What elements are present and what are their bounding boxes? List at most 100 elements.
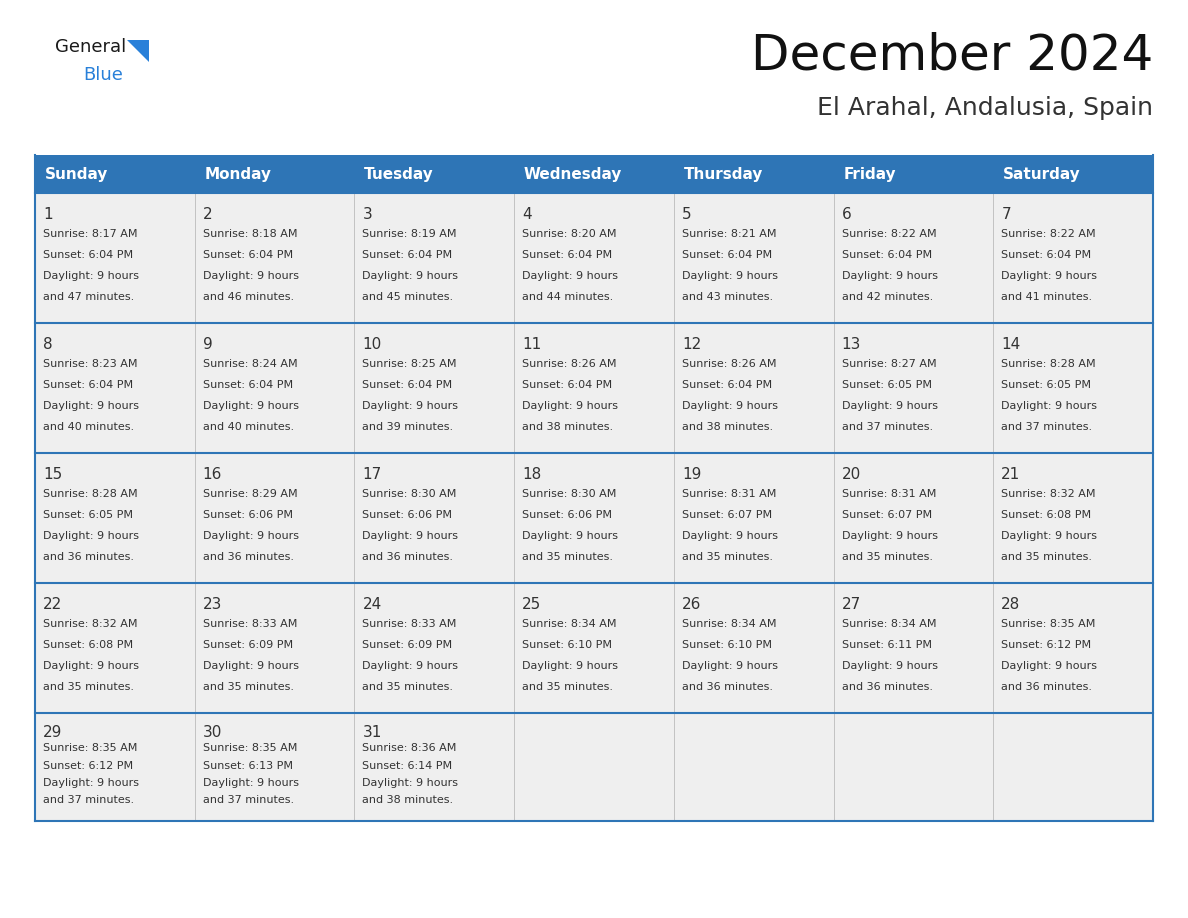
Bar xyxy=(34,155,195,193)
Text: Sunset: 6:13 PM: Sunset: 6:13 PM xyxy=(203,760,292,770)
Text: and 36 minutes.: and 36 minutes. xyxy=(841,682,933,692)
Text: Sunrise: 8:29 AM: Sunrise: 8:29 AM xyxy=(203,489,297,499)
Text: Saturday: Saturday xyxy=(1003,166,1081,182)
Text: and 35 minutes.: and 35 minutes. xyxy=(43,682,134,692)
Text: Sunset: 6:06 PM: Sunset: 6:06 PM xyxy=(362,510,453,521)
Text: 1: 1 xyxy=(43,207,52,222)
Text: 20: 20 xyxy=(841,467,861,482)
Text: Daylight: 9 hours: Daylight: 9 hours xyxy=(682,661,778,671)
Text: El Arahal, Andalusia, Spain: El Arahal, Andalusia, Spain xyxy=(817,96,1154,120)
Bar xyxy=(354,193,514,323)
Text: and 47 minutes.: and 47 minutes. xyxy=(43,292,134,302)
Bar xyxy=(993,713,1154,821)
Text: Sunset: 6:05 PM: Sunset: 6:05 PM xyxy=(841,380,931,390)
Text: Sunrise: 8:35 AM: Sunrise: 8:35 AM xyxy=(43,744,138,754)
Text: Sunset: 6:06 PM: Sunset: 6:06 PM xyxy=(523,510,612,521)
Text: Sunset: 6:11 PM: Sunset: 6:11 PM xyxy=(841,640,931,650)
Bar xyxy=(674,583,834,713)
Text: and 38 minutes.: and 38 minutes. xyxy=(682,421,773,431)
Text: Sunrise: 8:19 AM: Sunrise: 8:19 AM xyxy=(362,230,457,240)
Text: and 38 minutes.: and 38 minutes. xyxy=(523,421,613,431)
Bar xyxy=(514,583,674,713)
Text: 19: 19 xyxy=(682,467,701,482)
Text: Sunrise: 8:25 AM: Sunrise: 8:25 AM xyxy=(362,360,457,369)
Text: Sunrise: 8:26 AM: Sunrise: 8:26 AM xyxy=(682,360,776,369)
Text: Sunrise: 8:22 AM: Sunrise: 8:22 AM xyxy=(841,230,936,240)
Bar xyxy=(354,155,514,193)
Text: Daylight: 9 hours: Daylight: 9 hours xyxy=(523,401,618,411)
Text: 6: 6 xyxy=(841,207,852,222)
Text: 22: 22 xyxy=(43,598,62,612)
Text: Sunrise: 8:21 AM: Sunrise: 8:21 AM xyxy=(682,230,776,240)
Text: Sunrise: 8:34 AM: Sunrise: 8:34 AM xyxy=(682,620,776,630)
Text: and 35 minutes.: and 35 minutes. xyxy=(523,682,613,692)
Text: Sunset: 6:04 PM: Sunset: 6:04 PM xyxy=(523,251,612,260)
Text: 10: 10 xyxy=(362,337,381,353)
Text: Sunrise: 8:35 AM: Sunrise: 8:35 AM xyxy=(1001,620,1095,630)
Text: and 40 minutes.: and 40 minutes. xyxy=(43,421,134,431)
Text: Sunset: 6:14 PM: Sunset: 6:14 PM xyxy=(362,760,453,770)
Text: Sunset: 6:07 PM: Sunset: 6:07 PM xyxy=(682,510,772,521)
Text: and 35 minutes.: and 35 minutes. xyxy=(362,682,454,692)
Bar xyxy=(674,193,834,323)
Bar xyxy=(34,713,195,821)
Text: Daylight: 9 hours: Daylight: 9 hours xyxy=(362,401,459,411)
Text: Sunset: 6:12 PM: Sunset: 6:12 PM xyxy=(1001,640,1092,650)
Text: Sunset: 6:04 PM: Sunset: 6:04 PM xyxy=(203,251,292,260)
Text: Sunset: 6:04 PM: Sunset: 6:04 PM xyxy=(43,380,133,390)
Text: Daylight: 9 hours: Daylight: 9 hours xyxy=(1001,661,1098,671)
Text: Sunrise: 8:31 AM: Sunrise: 8:31 AM xyxy=(682,489,776,499)
Text: Sunrise: 8:22 AM: Sunrise: 8:22 AM xyxy=(1001,230,1095,240)
Bar xyxy=(834,323,993,453)
Bar xyxy=(514,193,674,323)
Text: 15: 15 xyxy=(43,467,62,482)
Text: and 38 minutes.: and 38 minutes. xyxy=(362,795,454,805)
Text: Sunrise: 8:31 AM: Sunrise: 8:31 AM xyxy=(841,489,936,499)
Text: Sunset: 6:08 PM: Sunset: 6:08 PM xyxy=(43,640,133,650)
Text: Sunrise: 8:20 AM: Sunrise: 8:20 AM xyxy=(523,230,617,240)
Text: Sunrise: 8:35 AM: Sunrise: 8:35 AM xyxy=(203,744,297,754)
Text: Sunrise: 8:32 AM: Sunrise: 8:32 AM xyxy=(1001,489,1095,499)
Text: and 35 minutes.: and 35 minutes. xyxy=(523,552,613,562)
Text: 14: 14 xyxy=(1001,337,1020,353)
Bar xyxy=(834,713,993,821)
Bar xyxy=(993,453,1154,583)
Text: and 36 minutes.: and 36 minutes. xyxy=(682,682,773,692)
Text: Daylight: 9 hours: Daylight: 9 hours xyxy=(1001,401,1098,411)
Text: 17: 17 xyxy=(362,467,381,482)
Bar xyxy=(993,155,1154,193)
Text: Daylight: 9 hours: Daylight: 9 hours xyxy=(203,401,298,411)
Text: Friday: Friday xyxy=(843,166,896,182)
Text: Sunrise: 8:27 AM: Sunrise: 8:27 AM xyxy=(841,360,936,369)
Text: Monday: Monday xyxy=(204,166,271,182)
Bar xyxy=(834,583,993,713)
Text: Daylight: 9 hours: Daylight: 9 hours xyxy=(43,401,139,411)
Bar xyxy=(354,453,514,583)
Text: Daylight: 9 hours: Daylight: 9 hours xyxy=(682,401,778,411)
Bar xyxy=(34,193,195,323)
Text: and 45 minutes.: and 45 minutes. xyxy=(362,292,454,302)
Text: and 36 minutes.: and 36 minutes. xyxy=(1001,682,1092,692)
Text: and 36 minutes.: and 36 minutes. xyxy=(203,552,293,562)
Text: and 40 minutes.: and 40 minutes. xyxy=(203,421,293,431)
Text: Sunrise: 8:33 AM: Sunrise: 8:33 AM xyxy=(203,620,297,630)
Bar xyxy=(514,453,674,583)
Text: and 46 minutes.: and 46 minutes. xyxy=(203,292,293,302)
Text: Sunset: 6:10 PM: Sunset: 6:10 PM xyxy=(523,640,612,650)
Text: Daylight: 9 hours: Daylight: 9 hours xyxy=(362,271,459,281)
Bar xyxy=(834,193,993,323)
Text: Sunset: 6:04 PM: Sunset: 6:04 PM xyxy=(682,380,772,390)
Text: Sunrise: 8:26 AM: Sunrise: 8:26 AM xyxy=(523,360,617,369)
Text: and 37 minutes.: and 37 minutes. xyxy=(203,795,293,805)
Text: and 44 minutes.: and 44 minutes. xyxy=(523,292,613,302)
Text: 5: 5 xyxy=(682,207,691,222)
Text: Sunset: 6:04 PM: Sunset: 6:04 PM xyxy=(362,380,453,390)
Bar xyxy=(195,193,354,323)
Text: Daylight: 9 hours: Daylight: 9 hours xyxy=(841,401,937,411)
Text: Sunday: Sunday xyxy=(45,166,108,182)
Text: Sunrise: 8:28 AM: Sunrise: 8:28 AM xyxy=(43,489,138,499)
Bar xyxy=(514,155,674,193)
Text: Sunrise: 8:34 AM: Sunrise: 8:34 AM xyxy=(523,620,617,630)
Bar xyxy=(674,323,834,453)
Bar xyxy=(834,453,993,583)
